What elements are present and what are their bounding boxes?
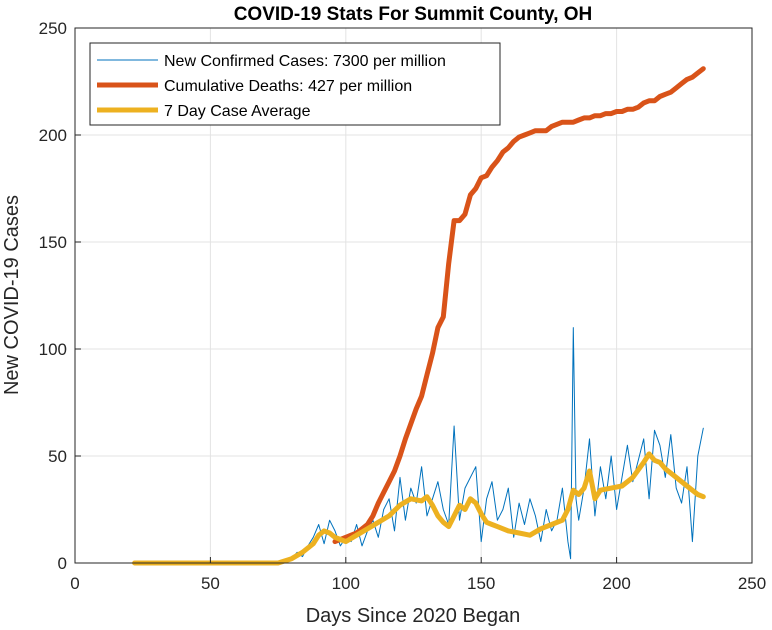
legend-label-new-cases: New Confirmed Cases: 7300 per million <box>164 53 446 70</box>
legend-label-deaths: Cumulative Deaths: 427 per million <box>164 78 412 95</box>
x-tick-label: 0 <box>70 574 79 593</box>
series-layer <box>132 66 706 566</box>
x-tick-label: 100 <box>332 574 360 593</box>
y-tick-label: 0 <box>58 554 67 573</box>
ticks: 0 50 100 150 200 250 0 50 100 150 200 250 <box>39 19 767 593</box>
y-tick-label: 50 <box>48 447 67 466</box>
x-tick-label: 200 <box>602 574 630 593</box>
x-axis-title: Days Since 2020 Began <box>306 605 521 627</box>
series-7-day-case-average <box>132 451 706 566</box>
legend-label-case-average: 7 Day Case Average <box>164 103 311 120</box>
y-tick-label: 100 <box>39 340 67 359</box>
legend: New Confirmed Cases: 7300 per million Cu… <box>89 42 501 126</box>
y-tick-label: 250 <box>39 19 67 38</box>
plot-frame <box>74 27 753 564</box>
x-tick-label: 50 <box>201 574 220 593</box>
chart-title: COVID-19 Stats For Summit County, OH <box>234 4 593 25</box>
y-tick-label: 150 <box>39 233 67 252</box>
x-tick-label: 250 <box>738 574 766 593</box>
x-tick-label: 150 <box>467 574 495 593</box>
series-cumulative-deaths <box>332 66 706 545</box>
legend-box <box>89 42 501 126</box>
y-axis-title: New COVID-19 Cases <box>1 195 23 395</box>
y-tick-label: 200 <box>39 126 67 145</box>
